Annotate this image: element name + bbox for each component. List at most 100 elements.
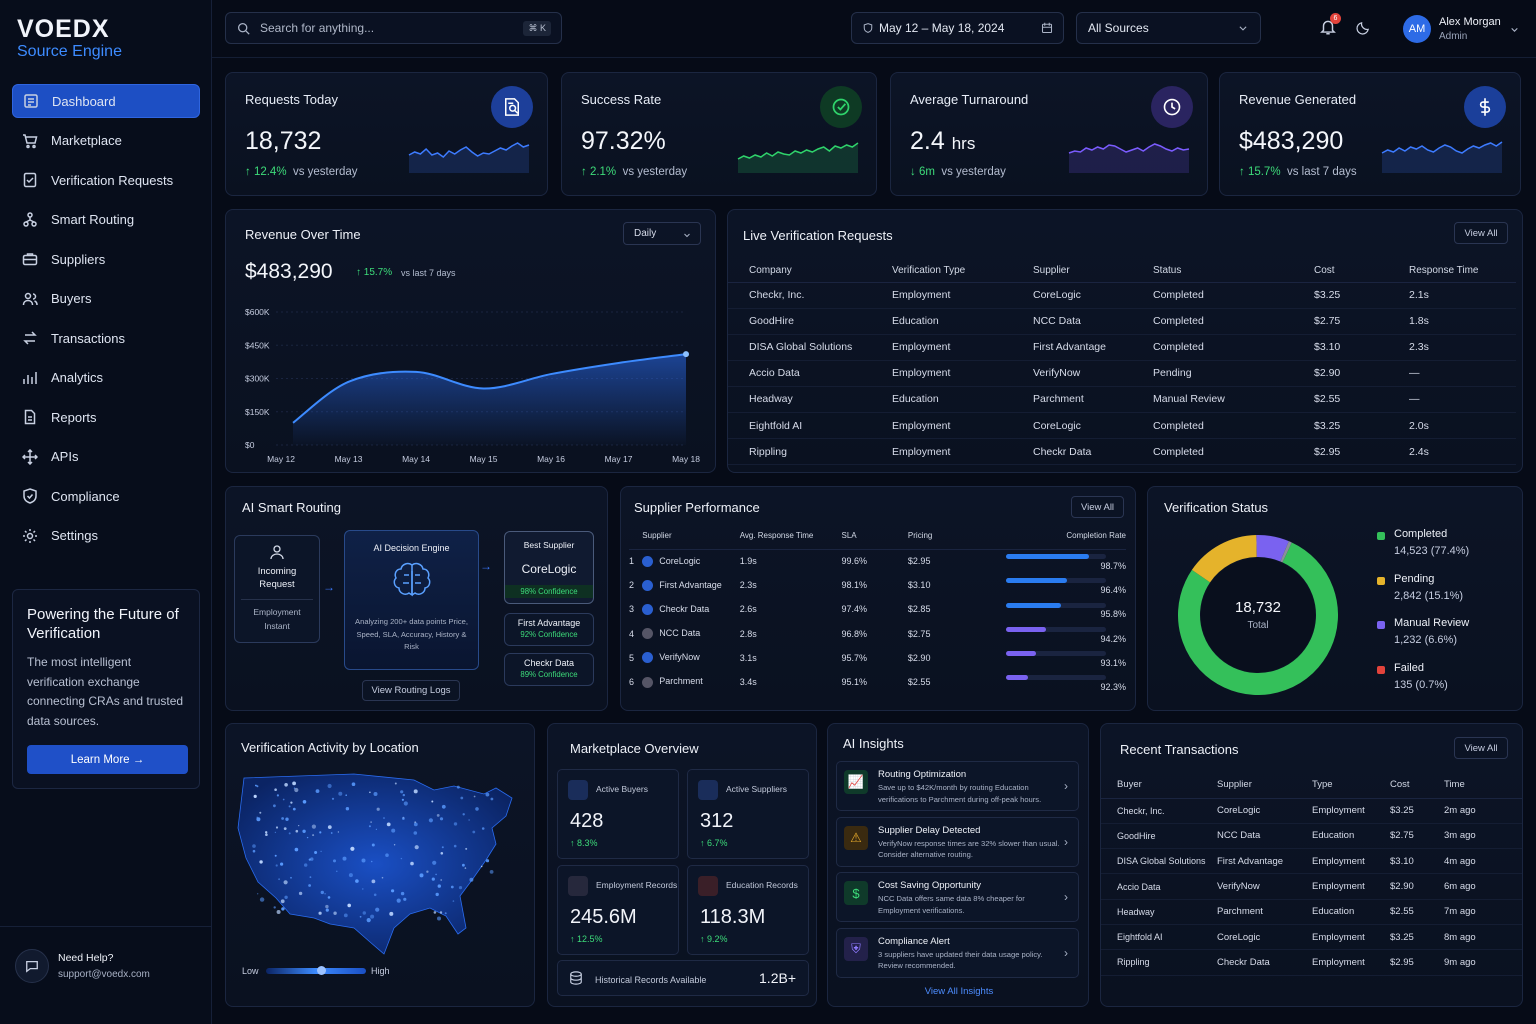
kpi-card[interactable]: Requests Today 18,732 ↑ 12.4% vs yesterd… (225, 72, 548, 196)
company-cell[interactable]: Eightfold AI (728, 412, 892, 440)
table-row[interactable]: Rippling Employment Checkr Data Completed $2… (728, 438, 1516, 466)
column-header[interactable]: Completion Rate (980, 523, 1126, 550)
company-cell[interactable]: Rippling (728, 438, 892, 466)
sidebar-item-dashboard[interactable]: Dashboard (12, 84, 200, 118)
company-cell[interactable]: Headway (728, 386, 892, 413)
table-row[interactable]: 3 Checkr Data 2.6s 97.4% $2.85 95.8% (629, 597, 1126, 621)
help-chat-icon[interactable] (15, 949, 49, 983)
view-all-insights-link[interactable]: View All Insights (924, 986, 994, 997)
date-range-picker[interactable]: May 12 – May 18, 2024 (851, 12, 1064, 44)
search-bar[interactable]: Search for anything... ⌘ K (225, 12, 562, 44)
buyer-cell[interactable]: DISA Global Solutions (1101, 848, 1217, 875)
supplier-name[interactable]: Parchment (659, 676, 703, 687)
kpi-card[interactable]: Average Turnaround 2.4 hrs ↓ 6m vs yeste… (890, 72, 1208, 196)
moon-icon[interactable] (1356, 20, 1371, 40)
table-row[interactable]: GoodHire NCC Data Education $2.75 3m ago (1101, 823, 1522, 850)
table-row[interactable]: Eightfold AI Employment CoreLogic Completed… (728, 412, 1516, 440)
revenue-point[interactable] (683, 351, 689, 358)
company-cell[interactable]: GoodHire (728, 308, 892, 335)
buyer-cell[interactable]: Headway (1101, 899, 1217, 925)
insight-item[interactable]: ⚠ Supplier Delay Detected VerifyNow resp… (836, 816, 1079, 867)
column-header[interactable]: Supplier (1033, 260, 1153, 283)
marketplace-stat-card[interactable]: Active Suppliers 312 ↑ 6.7% (687, 769, 809, 859)
sidebar-item-marketplace[interactable]: Marketplace (12, 124, 200, 158)
table-row[interactable]: 1 CoreLogic 1.9s 99.6% $2.95 98.7% (629, 549, 1126, 573)
table-row[interactable]: Headway Education Parchment Manual Review $2… (728, 386, 1516, 413)
column-header[interactable]: Time (1444, 772, 1522, 799)
table-row[interactable]: 5 VerifyNow 3.1s 95.7% $2.90 93.1% (629, 646, 1126, 670)
column-header[interactable]: Status (1153, 260, 1314, 283)
supplier-name[interactable]: First Advantage (659, 579, 722, 590)
table-row[interactable]: DISA Global Solutions First Advantage Empl… (1101, 848, 1522, 875)
sidebar-item-apis[interactable]: APIs (12, 440, 200, 474)
insight-item[interactable]: $ Cost Saving Opportunity NCC Data offer… (836, 872, 1079, 922)
sidebar-item-verification-requests[interactable]: Verification Requests (12, 163, 200, 197)
column-header[interactable]: Supplier (642, 523, 740, 550)
sidebar-item-buyers[interactable]: Buyers (12, 282, 200, 316)
table-row[interactable]: DISA Global Solutions Employment First Adv… (728, 334, 1516, 361)
sidebar-item-smart-routing[interactable]: Smart Routing (12, 203, 200, 237)
buyer-cell[interactable]: Checkr, Inc. (1101, 798, 1217, 824)
source-select[interactable]: All Sources (1076, 12, 1261, 44)
buyer-cell[interactable]: Eightfold AI (1101, 924, 1217, 951)
company-cell[interactable]: Accio Data (728, 360, 892, 387)
column-header[interactable]: Company (728, 260, 892, 283)
supplier-name[interactable]: CoreLogic (659, 555, 701, 566)
company-cell[interactable]: DISA Global Solutions (728, 334, 892, 361)
table-row[interactable]: Rippling Checkr Data Employment $2.95 9m ago (1101, 949, 1522, 976)
table-row[interactable]: Eightfold AI CoreLogic Employment $3.25 8m a… (1101, 924, 1522, 951)
view-routing-logs-button[interactable]: View Routing Logs (362, 680, 460, 701)
user-menu-chevron-icon[interactable] (1510, 25, 1519, 34)
sidebar-item-settings[interactable]: Settings (12, 519, 200, 553)
search-input[interactable]: Search for anything... (260, 21, 375, 35)
column-header[interactable]: Pricing (907, 523, 948, 550)
sidebar-item-reports[interactable]: Reports (12, 400, 200, 434)
donut-slice[interactable] (1178, 535, 1338, 695)
table-row[interactable]: 4 NCC Data 2.8s 96.8% $2.75 94.2% (629, 622, 1126, 646)
marketplace-stat-card[interactable]: Education Records 118.3M ↑ 9.2% (687, 865, 809, 955)
brand-logo[interactable]: VOEDX (17, 15, 110, 43)
supplier-view-all-button[interactable]: View All (1071, 496, 1124, 518)
supplier-name[interactable]: NCC Data (659, 628, 701, 639)
table-row[interactable]: Accio Data Employment VerifyNow Pending $2.9… (728, 360, 1516, 387)
column-header[interactable]: Cost (1314, 260, 1409, 283)
alt-supplier-node[interactable]: First Advantage 92% Confidence (504, 613, 594, 646)
table-row[interactable]: GoodHire Education NCC Data Completed $2.75 1… (728, 308, 1516, 335)
supplier-name[interactable]: VerifyNow (659, 652, 700, 663)
supplier-name[interactable]: Checkr Data (659, 603, 710, 614)
help-email[interactable]: support@voedx.com (58, 969, 150, 980)
column-header[interactable]: Supplier (1217, 772, 1312, 799)
kpi-card[interactable]: Revenue Generated $483,290 ↑ 15.7% vs la… (1219, 72, 1521, 196)
company-cell[interactable]: Checkr, Inc. (728, 282, 892, 309)
column-header[interactable]: Avg. Response Time (739, 523, 842, 550)
recent-view-all-button[interactable]: View All (1454, 737, 1508, 759)
insight-item[interactable]: 📈 Routing Optimization Save up to $42K/m… (836, 761, 1079, 811)
buyer-cell[interactable]: Rippling (1101, 949, 1217, 976)
period-select[interactable]: Daily (623, 222, 701, 245)
sidebar-item-transactions[interactable]: Transactions (12, 321, 200, 355)
column-header[interactable]: Response Time (1409, 260, 1516, 283)
column-header[interactable]: Verification Type (892, 260, 1033, 283)
column-header[interactable]: Cost (1390, 772, 1444, 799)
marketplace-stat-card[interactable]: Active Buyers 428 ↑ 8.3% (557, 769, 679, 859)
kpi-card[interactable]: Success Rate 97.32% ↑ 2.1% vs yesterday (561, 72, 877, 196)
live-view-all-button[interactable]: View All (1454, 222, 1508, 244)
avatar[interactable]: AM (1403, 15, 1431, 43)
sidebar-item-compliance[interactable]: Compliance (12, 479, 200, 513)
alt-supplier-node[interactable]: Checkr Data 89% Confidence (504, 653, 594, 686)
table-row[interactable]: Checkr, Inc. CoreLogic Employment $3.25 2m a… (1101, 798, 1522, 824)
insight-item[interactable]: ⛨ Compliance Alert 3 suppliers have upda… (836, 927, 1079, 978)
best-supplier-node[interactable]: Best Supplier CoreLogic 98% Confidence (504, 531, 594, 604)
table-row[interactable]: 2 First Advantage 2.3s 98.1% $3.10 96.4% (629, 573, 1126, 597)
sidebar-item-analytics[interactable]: Analytics (12, 361, 200, 395)
column-header[interactable]: SLA (841, 523, 908, 550)
table-row[interactable]: Headway Parchment Education $2.55 7m ago (1101, 899, 1522, 925)
marketplace-stat-card[interactable]: Employment Records 245.6M ↑ 12.5% (557, 865, 679, 955)
buyer-cell[interactable]: Accio Data (1101, 873, 1217, 900)
table-row[interactable]: Checkr, Inc. Employment CoreLogic Completed… (728, 282, 1516, 309)
column-header[interactable]: Type (1312, 772, 1390, 799)
table-row[interactable]: 6 Parchment 3.4s 95.1% $2.55 92.3% (629, 670, 1126, 694)
sidebar-item-suppliers[interactable]: Suppliers (12, 242, 200, 276)
learn-more-button[interactable]: Learn More → (27, 745, 188, 774)
user-name[interactable]: Alex Morgan (1439, 16, 1501, 28)
